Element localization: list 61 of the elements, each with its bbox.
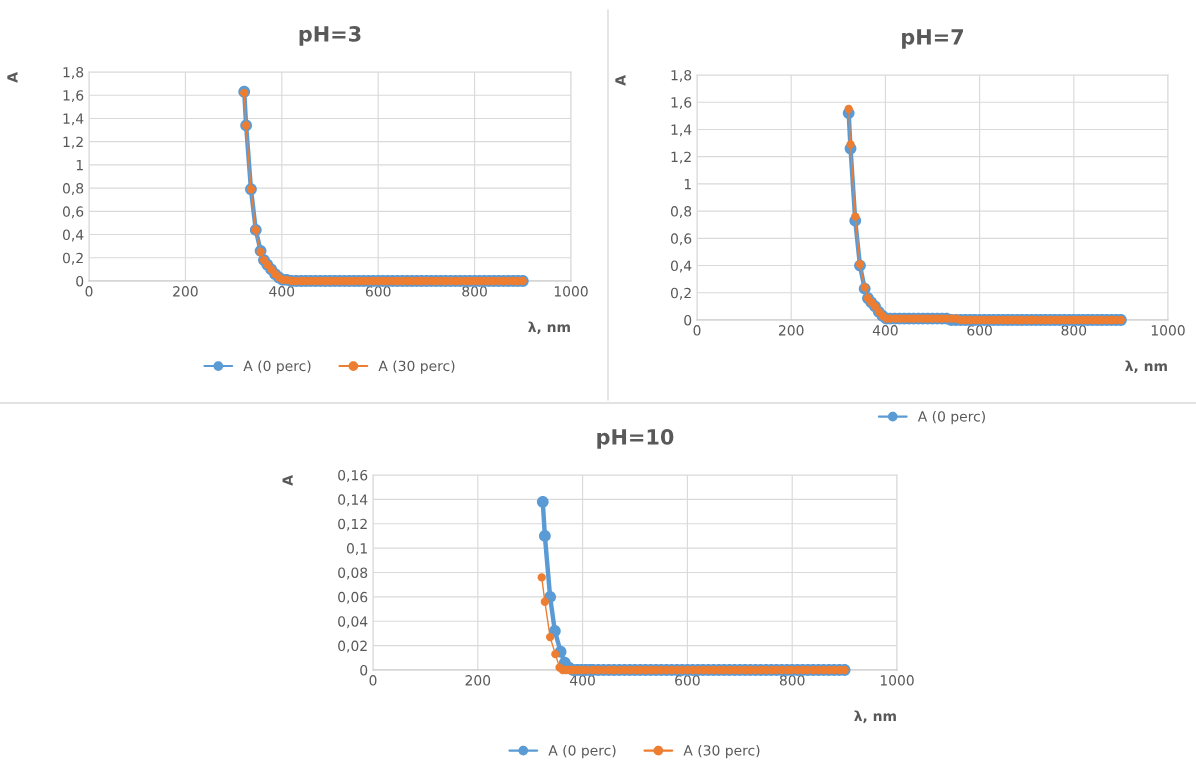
x-tick-label: 1000 bbox=[880, 675, 914, 686]
x-tick-label: 200 bbox=[778, 325, 804, 336]
x-tick-label: 1000 bbox=[1151, 325, 1185, 336]
y-tick-label: 1,6 bbox=[671, 97, 692, 110]
y-tick-label: 0,02 bbox=[338, 640, 367, 653]
y-tick-label: 0,8 bbox=[670, 206, 692, 218]
y-tick-label: 0,8 bbox=[62, 183, 84, 195]
x-tick-label: 600 bbox=[967, 325, 992, 336]
x-tick-label: 800 bbox=[462, 286, 487, 297]
x-tick-label: 600 bbox=[365, 286, 391, 297]
y-tick-label: 0 bbox=[360, 664, 368, 676]
x-tick-label: 400 bbox=[570, 675, 595, 686]
y-tick-label: 1,6 bbox=[63, 90, 84, 103]
y-tick-label: 0,4 bbox=[670, 260, 692, 273]
y-tick-label: 1 bbox=[684, 179, 691, 190]
legend-label: A (0 perc) bbox=[548, 744, 616, 759]
x-tick-label: 1000 bbox=[554, 286, 588, 297]
y-axis-title: A bbox=[7, 72, 18, 83]
y-tick-label: 0,06 bbox=[338, 591, 368, 604]
legend-label: A (30 perc) bbox=[378, 360, 455, 374]
y-tick-label: 0,08 bbox=[338, 567, 368, 580]
x-tick-label: 200 bbox=[465, 675, 491, 686]
y-tick-label: 1,4 bbox=[671, 124, 692, 137]
y-tick-label: 0,6 bbox=[670, 233, 692, 246]
y-tick-label: 0,4 bbox=[62, 229, 84, 242]
y-tick-label: 1,2 bbox=[671, 151, 691, 164]
y-tick-label: 0,04 bbox=[338, 616, 368, 629]
x-tick-label: 0 bbox=[693, 325, 701, 336]
x-tick-label: 0 bbox=[369, 675, 377, 686]
x-tick-label: 400 bbox=[872, 325, 898, 336]
x-axis-title: λ, nm bbox=[528, 321, 570, 335]
y-axis-title: A bbox=[282, 475, 293, 486]
x-tick-label: 400 bbox=[269, 286, 295, 297]
y-axis-title: A bbox=[615, 75, 626, 86]
y-tick-label: 0,1 bbox=[346, 543, 367, 556]
y-tick-label: 0 bbox=[684, 314, 692, 326]
legend-label: A (30 perc) bbox=[683, 744, 760, 759]
x-tick-label: 800 bbox=[1061, 325, 1087, 336]
y-tick-label: 0,12 bbox=[338, 518, 367, 531]
y-tick-label: 0,6 bbox=[62, 206, 84, 219]
x-tick-label: 200 bbox=[173, 286, 198, 297]
chart-title: pH=7 bbox=[902, 29, 963, 49]
y-tick-label: 0,2 bbox=[62, 252, 83, 265]
legend-label: A (0 perc) bbox=[917, 410, 985, 425]
y-tick-label: 1 bbox=[76, 160, 83, 171]
y-tick-label: 0,2 bbox=[670, 287, 691, 300]
x-axis-title: λ, nm bbox=[854, 710, 896, 724]
x-tick-label: 0 bbox=[85, 286, 93, 297]
x-tick-label: 800 bbox=[779, 675, 805, 686]
legend-label: A (0 perc) bbox=[243, 360, 311, 374]
chart-title: pH=3 bbox=[299, 25, 361, 46]
x-axis-title: λ, nm bbox=[1125, 360, 1167, 374]
y-tick-label: 0,16 bbox=[338, 469, 368, 482]
x-tick-label: 600 bbox=[675, 675, 700, 686]
chart-title: pH=10 bbox=[597, 428, 674, 449]
y-tick-label: 1,2 bbox=[63, 136, 83, 149]
y-tick-label: 0,14 bbox=[338, 494, 368, 507]
y-tick-label: 1,8 bbox=[671, 69, 692, 82]
y-tick-label: 1,4 bbox=[63, 113, 84, 126]
y-tick-label: 1,8 bbox=[63, 66, 84, 79]
y-tick-label: 0 bbox=[76, 275, 84, 287]
